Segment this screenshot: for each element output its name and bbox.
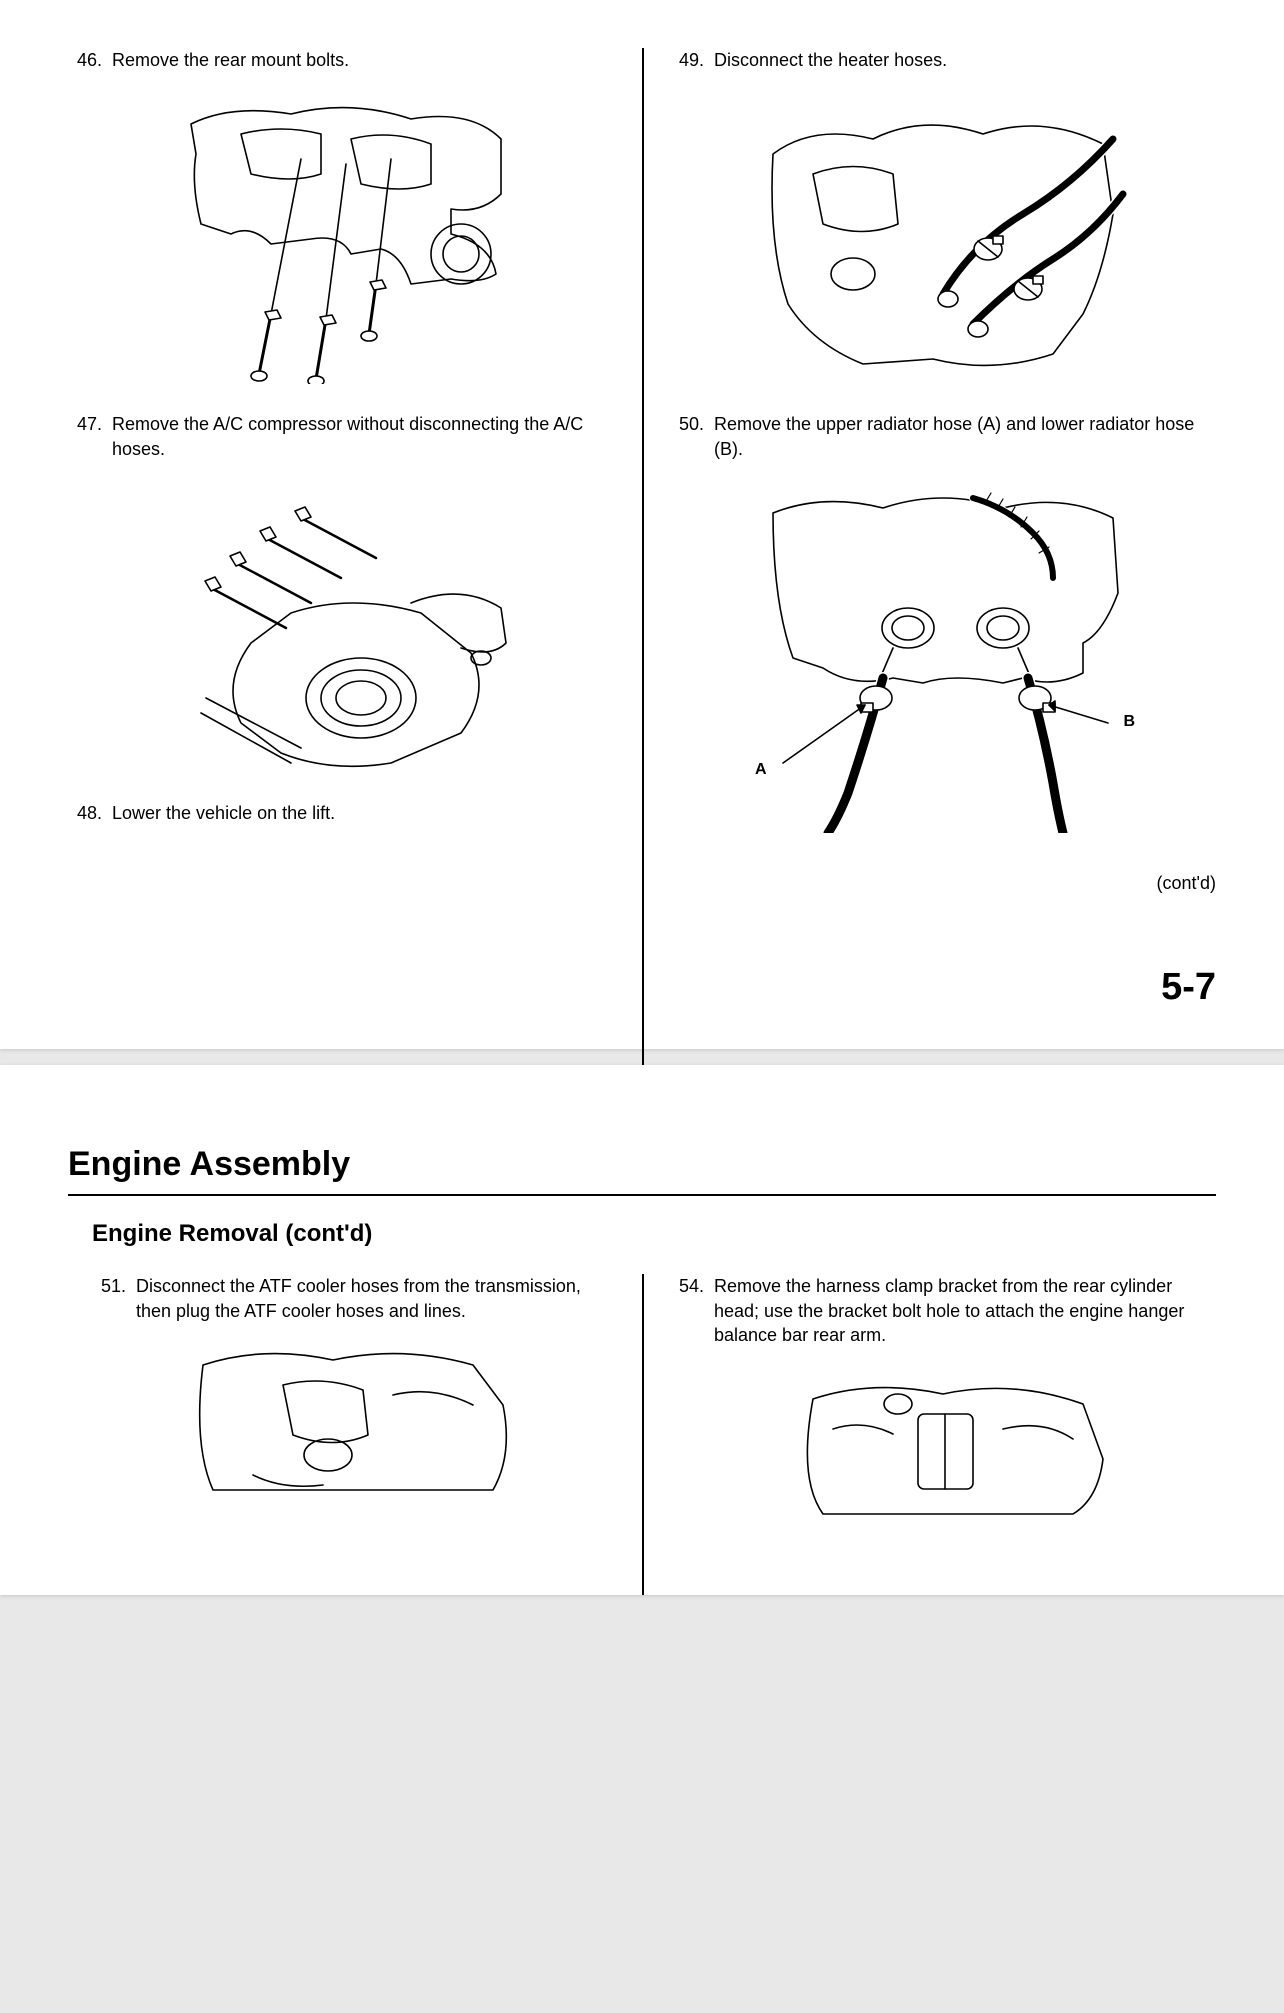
step-46: 46. Remove the rear mount bolts. bbox=[68, 48, 614, 72]
step-number: 50. bbox=[670, 412, 714, 461]
step-47: 47. Remove the A/C compressor without di… bbox=[68, 412, 614, 461]
right-column: 49. Disconnect the heater hoses. bbox=[642, 48, 1216, 861]
radiator-hoses-diagram bbox=[753, 473, 1133, 833]
step-number: 48. bbox=[68, 801, 112, 825]
right-column: 54. Remove the harness clamp bracket fro… bbox=[642, 1274, 1216, 1547]
two-column-layout: 46. Remove the rear mount bolts. bbox=[68, 48, 1216, 861]
figure-50: A B bbox=[670, 473, 1216, 833]
step-49: 49. Disconnect the heater hoses. bbox=[670, 48, 1216, 72]
step-text: Remove the harness clamp bracket from th… bbox=[714, 1274, 1216, 1347]
section-title: Engine Assembly bbox=[68, 1145, 1216, 1194]
left-column: 51. Disconnect the ATF cooler hoses from… bbox=[68, 1274, 642, 1547]
step-text: Remove the rear mount bolts. bbox=[112, 48, 614, 72]
ac-compressor-diagram bbox=[151, 473, 531, 773]
callout-a: A bbox=[755, 761, 767, 779]
harness-clamp-bracket-diagram bbox=[753, 1359, 1133, 1519]
figure-47 bbox=[68, 473, 614, 773]
figure-49 bbox=[670, 84, 1216, 384]
step-text: Remove the A/C compressor without discon… bbox=[112, 412, 614, 461]
subsection-title: Engine Removal (cont'd) bbox=[68, 1220, 1216, 1248]
figure-54 bbox=[670, 1359, 1216, 1519]
heater-hoses-diagram bbox=[753, 84, 1133, 384]
step-number: 46. bbox=[68, 48, 112, 72]
atf-cooler-hoses-diagram bbox=[163, 1335, 543, 1495]
step-51: 51. Disconnect the ATF cooler hoses from… bbox=[92, 1274, 614, 1323]
step-text: Disconnect the heater hoses. bbox=[714, 48, 1216, 72]
step-54: 54. Remove the harness clamp bracket fro… bbox=[670, 1274, 1216, 1347]
column-divider bbox=[642, 1274, 644, 1595]
manual-page-1: 46. Remove the rear mount bolts. bbox=[0, 0, 1284, 1049]
figure-51 bbox=[92, 1335, 614, 1495]
step-48: 48. Lower the vehicle on the lift. bbox=[68, 801, 614, 825]
step-number: 51. bbox=[92, 1274, 136, 1323]
figure-46 bbox=[68, 84, 614, 384]
section-rule bbox=[68, 1194, 1216, 1197]
step-50: 50. Remove the upper radiator hose (A) a… bbox=[670, 412, 1216, 461]
left-column: 46. Remove the rear mount bolts. bbox=[68, 48, 642, 861]
step-number: 49. bbox=[670, 48, 714, 72]
step-text: Remove the upper radiator hose (A) and l… bbox=[714, 412, 1216, 461]
rear-mount-bolts-diagram bbox=[151, 84, 531, 384]
step-text: Disconnect the ATF cooler hoses from the… bbox=[136, 1274, 614, 1323]
two-column-layout: 51. Disconnect the ATF cooler hoses from… bbox=[68, 1274, 1216, 1547]
step-number: 54. bbox=[670, 1274, 714, 1347]
callout-b: B bbox=[1123, 713, 1135, 731]
step-number: 47. bbox=[68, 412, 112, 461]
step-text: Lower the vehicle on the lift. bbox=[112, 801, 614, 825]
manual-page-2: Engine Assembly Engine Removal (cont'd) … bbox=[0, 1065, 1284, 1595]
